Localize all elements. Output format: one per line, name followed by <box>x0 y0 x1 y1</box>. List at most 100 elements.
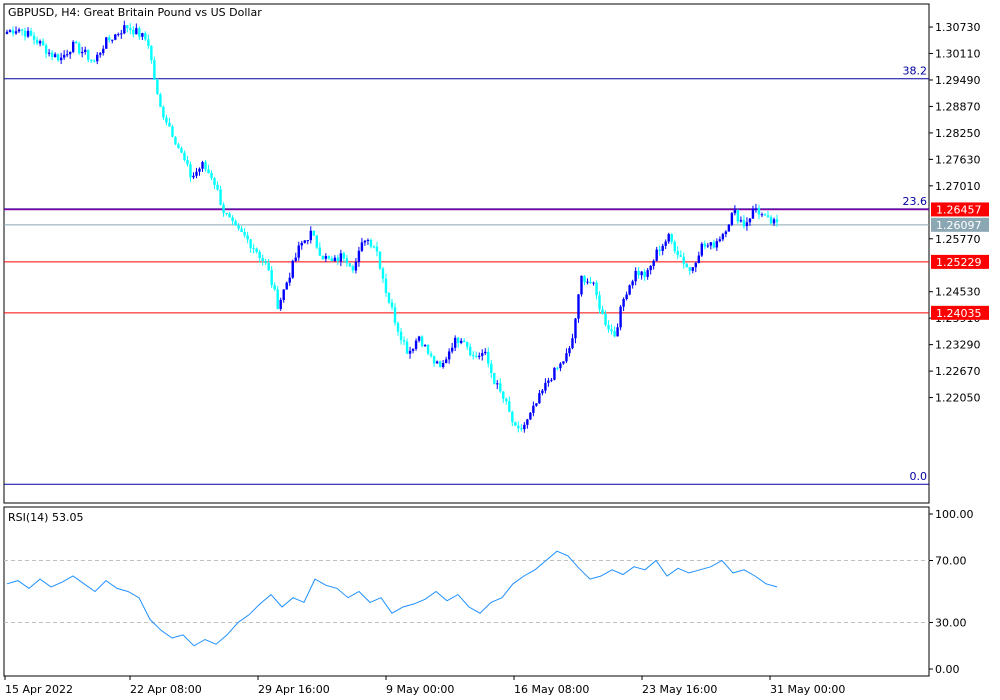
candle-body <box>499 383 502 392</box>
chart-title: GBPUSD, H4: Great Britain Pound vs US Do… <box>8 6 262 19</box>
candle-body <box>733 210 737 214</box>
candle-body <box>622 299 625 307</box>
candle-body <box>438 361 442 367</box>
candle-body <box>763 214 767 216</box>
candle-body <box>619 306 622 328</box>
rsi-levels <box>4 560 929 623</box>
candle-body <box>646 270 649 277</box>
time-tick-label: 15 Apr 2022 <box>5 683 73 696</box>
price-levels <box>4 78 929 485</box>
candle-body <box>59 57 63 61</box>
price-tick-label: 1.27010 <box>935 180 981 193</box>
candle-body <box>50 52 54 58</box>
candle-body <box>222 204 225 213</box>
candle-body <box>321 255 325 259</box>
candle-body <box>135 28 138 35</box>
candle-body <box>303 240 306 243</box>
price-tick-label: 1.27630 <box>935 153 981 166</box>
candle-body <box>772 219 776 224</box>
candle-body <box>312 230 315 236</box>
candle-body <box>760 214 764 216</box>
candle-body <box>132 29 135 35</box>
candle-body <box>14 31 18 34</box>
price-tick-label: 1.30730 <box>935 21 981 34</box>
candle-body <box>643 271 646 277</box>
candle-body <box>288 277 291 283</box>
candle-body <box>315 235 319 248</box>
time-tick-label: 22 Apr 08:00 <box>130 683 202 696</box>
candle-body <box>153 60 156 80</box>
rsi-series-line <box>6 550 778 647</box>
candle-body <box>595 282 598 296</box>
candle-body <box>174 136 177 145</box>
candle-body <box>589 281 592 284</box>
price-tick-label: 1.23290 <box>935 339 981 352</box>
candle-body <box>62 54 66 58</box>
rsi-tick-label: 100.00 <box>935 508 974 521</box>
candle-body <box>754 208 758 210</box>
time-tick-label: 31 May 00:00 <box>770 683 845 696</box>
candle-body <box>472 355 475 357</box>
candle-body <box>108 37 111 41</box>
candle-body <box>700 243 704 256</box>
time-axis: 15 Apr 2022 22 Apr 08:00 29 Apr 16:00 9 May… <box>4 676 845 696</box>
candle-body <box>23 30 27 37</box>
candle-body <box>469 346 472 356</box>
candle-body <box>351 266 355 271</box>
candle-body <box>74 41 78 44</box>
candle-body <box>258 251 261 259</box>
price-tag-bg <box>931 254 989 269</box>
candle-body <box>267 263 270 271</box>
candle-body <box>706 245 710 247</box>
rsi-title: RSI(14) 53.05 <box>8 511 83 524</box>
candle-body <box>538 393 541 404</box>
candle-body <box>80 51 84 54</box>
candle-body <box>514 422 517 426</box>
candle-body <box>523 424 526 430</box>
candle-body <box>243 232 246 236</box>
candle-body <box>691 267 694 271</box>
candle-body <box>682 256 685 264</box>
candle-body <box>147 39 150 46</box>
candle-body <box>568 348 571 354</box>
candle-body <box>751 209 755 219</box>
candle-body <box>309 230 312 241</box>
candle-body <box>447 351 451 360</box>
candle-body <box>105 37 108 49</box>
candle-body <box>598 295 601 310</box>
candle-body <box>342 253 346 259</box>
price-tick-label: 1.30110 <box>935 48 981 61</box>
candle-body <box>736 210 740 222</box>
candle-body <box>5 31 9 34</box>
price-tick-label: 1.24530 <box>935 286 981 299</box>
candle-body <box>159 94 162 107</box>
candle-body <box>207 169 210 173</box>
candle-body <box>655 249 658 261</box>
candle-body <box>17 29 21 32</box>
candle-body <box>462 340 466 342</box>
candle-body <box>604 314 607 325</box>
fib-level-label: 38.2 <box>903 65 928 78</box>
price-tags: 1.26457 1.26097 1.25229 1.24035 <box>931 202 989 320</box>
candle-body <box>435 361 439 364</box>
candle-body <box>649 265 652 271</box>
candle-body <box>745 222 749 227</box>
candle-body <box>357 250 361 262</box>
candle-body <box>634 270 637 282</box>
candle-body <box>571 338 574 349</box>
candle-body <box>426 345 430 354</box>
candle-body <box>195 171 198 176</box>
candle-body <box>673 241 676 252</box>
candle-body <box>47 52 51 54</box>
price-tag-label: 1.24035 <box>936 307 982 320</box>
candle-body <box>129 28 132 30</box>
candle-body <box>517 425 520 429</box>
candle-body <box>487 351 490 364</box>
candle-body <box>318 247 322 256</box>
candle-body <box>291 260 294 278</box>
time-tick-label: 29 Apr 16:00 <box>258 683 330 696</box>
candle-body <box>237 225 240 229</box>
candle-body <box>493 372 496 385</box>
candle-body <box>71 41 75 52</box>
candle-body <box>93 60 96 62</box>
